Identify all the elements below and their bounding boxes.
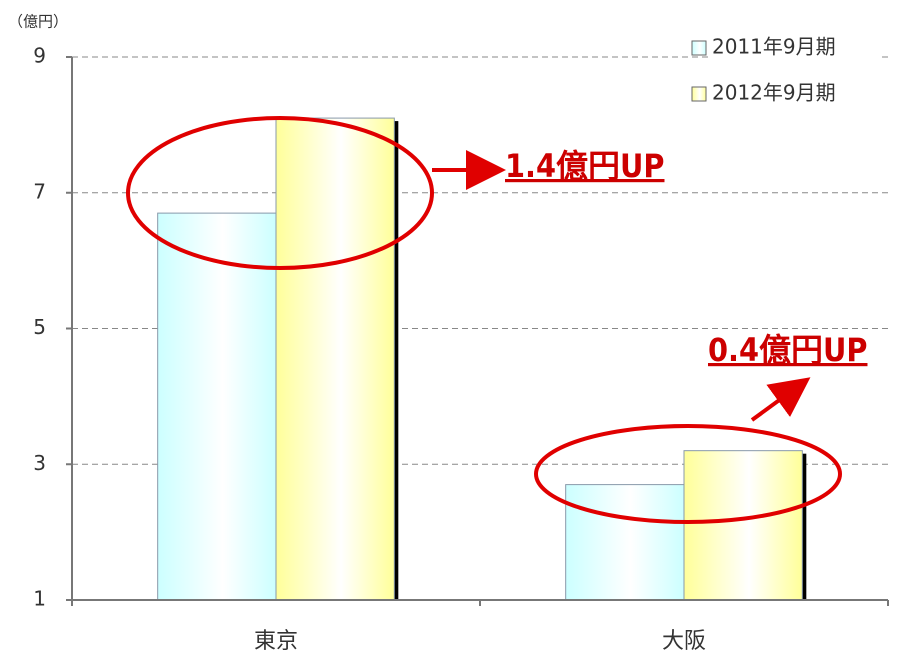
bar xyxy=(275,117,395,601)
highlight-ellipse xyxy=(126,116,434,270)
y-tick-label: 5 xyxy=(33,315,46,339)
legend-bg xyxy=(710,36,880,60)
highlight-ellipse xyxy=(534,424,842,524)
x-tick-label: 大阪 xyxy=(662,629,706,654)
legend-bg xyxy=(710,82,880,106)
bar xyxy=(565,484,685,601)
arrow xyxy=(750,377,811,422)
y-tick-label: 1 xyxy=(33,587,46,611)
legend-label: 2011年9月期 xyxy=(712,35,836,59)
legend-swatch xyxy=(691,40,707,56)
y-tick-label: 9 xyxy=(33,44,46,68)
bar-shadow xyxy=(802,453,807,600)
y-tick-label: 3 xyxy=(33,451,46,475)
annotation: 0.4億円UP xyxy=(708,331,867,369)
bar xyxy=(157,212,277,601)
x-tick-label: 東京 xyxy=(254,629,298,654)
legend-swatch xyxy=(691,86,707,102)
bar xyxy=(683,450,803,601)
annotation: 1.4億円UP xyxy=(505,147,664,185)
y-tick-label: 7 xyxy=(33,179,46,203)
plot: 1 3 5 7 9 東京 大阪 2011年9月期 2012年9月期 xyxy=(33,35,889,654)
y-axis-label: （億円） xyxy=(8,13,68,31)
legend-label: 2012年9月期 xyxy=(712,81,836,105)
bar-shadow xyxy=(394,121,399,601)
